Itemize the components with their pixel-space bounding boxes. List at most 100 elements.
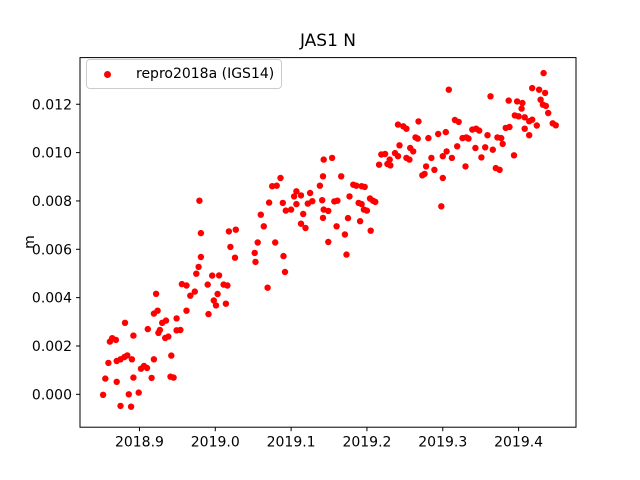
y-tick-label: 0.004: [32, 291, 72, 307]
data-point: [254, 239, 261, 246]
legend-marker-dot-icon: [104, 70, 111, 78]
data-point: [227, 243, 234, 251]
x-tick-label: 2019.0: [191, 435, 240, 451]
data-point: [428, 154, 435, 162]
data-point: [112, 336, 120, 344]
data-point: [297, 192, 305, 199]
data-point: [168, 352, 175, 359]
data-point: [137, 365, 145, 372]
data-point: [290, 193, 298, 200]
data-point: [183, 282, 190, 289]
data-point: [431, 166, 438, 173]
data-point: [260, 223, 267, 230]
data-point: [394, 121, 402, 128]
data-point: [328, 154, 336, 162]
data-point: [353, 182, 360, 189]
data-point: [282, 207, 289, 214]
data-point: [482, 144, 489, 151]
data-point: [177, 326, 184, 334]
data-point: [341, 231, 349, 238]
data-point: [210, 297, 217, 304]
data-point: [358, 200, 365, 208]
data-point: [280, 252, 287, 260]
data-point: [102, 375, 109, 382]
data-point: [422, 163, 430, 170]
data-point: [232, 226, 239, 233]
data-point: [338, 173, 345, 180]
data-point: [462, 163, 469, 170]
data-point: [204, 281, 211, 288]
data-point: [319, 173, 327, 180]
data-point: [343, 251, 350, 258]
x-tick-label: 2019.2: [342, 435, 391, 451]
data-point: [187, 292, 194, 299]
x-tick-label: 2019.4: [494, 435, 543, 451]
data-point: [545, 109, 552, 117]
data-point: [265, 199, 273, 206]
data-point: [478, 154, 485, 161]
data-point: [476, 127, 483, 134]
data-point: [529, 116, 536, 123]
data-point: [209, 272, 216, 279]
data-point: [421, 170, 428, 178]
data-point: [519, 99, 526, 107]
data-point: [320, 156, 327, 163]
data-point: [302, 224, 309, 232]
axes-frame: [79, 57, 577, 428]
data-point: [306, 189, 314, 197]
data-point: [287, 206, 295, 213]
data-point: [148, 374, 155, 382]
data-point: [533, 122, 540, 129]
data-point: [150, 310, 158, 317]
y-axis-ticks: 0.000 0.002 0.004 0.006 0.008 0.010 0.012: [32, 97, 80, 403]
y-tick-label: 0.002: [32, 339, 72, 355]
data-point: [130, 374, 137, 381]
data-point: [406, 156, 413, 163]
data-point: [499, 140, 506, 148]
y-tick-label: 0.006: [32, 242, 72, 258]
data-point: [414, 135, 421, 142]
data-point: [455, 118, 462, 126]
data-point: [325, 238, 332, 246]
data-point: [394, 153, 402, 160]
data-point: [155, 329, 162, 337]
data-point: [297, 220, 305, 227]
data-point: [535, 86, 543, 93]
data-point: [135, 389, 142, 396]
data-point: [257, 211, 264, 218]
chart-title: JAS1 N: [299, 31, 357, 51]
data-point: [387, 162, 394, 169]
data-point: [319, 197, 326, 204]
data-point: [144, 325, 151, 333]
data-point: [231, 254, 239, 261]
data-point: [367, 227, 374, 234]
data-point: [537, 96, 544, 103]
data-point: [443, 148, 450, 155]
data-point: [293, 188, 300, 195]
data-point: [396, 142, 403, 149]
data-point: [128, 356, 136, 363]
data-point: [521, 114, 528, 121]
data-point: [106, 338, 114, 345]
data-point: [442, 128, 449, 136]
legend: repro2018a (IGS14): [86, 59, 282, 89]
data-point: [439, 174, 446, 182]
data-point: [225, 228, 233, 235]
data-point: [113, 357, 120, 365]
data-point: [472, 144, 479, 152]
data-point: [325, 207, 332, 215]
data-point: [150, 356, 158, 363]
data-point: [542, 102, 550, 110]
data-point: [197, 253, 205, 261]
data-point: [170, 374, 177, 381]
data-point: [506, 123, 513, 131]
data-point: [251, 249, 258, 257]
x-tick-label: 2019.1: [267, 435, 316, 451]
x-tick-label: 2018.9: [115, 435, 164, 451]
data-point: [505, 97, 512, 104]
data-point: [205, 310, 212, 318]
data-point: [375, 161, 383, 168]
scatter-series: [99, 69, 559, 410]
data-point: [113, 378, 120, 385]
data-point: [222, 300, 230, 307]
